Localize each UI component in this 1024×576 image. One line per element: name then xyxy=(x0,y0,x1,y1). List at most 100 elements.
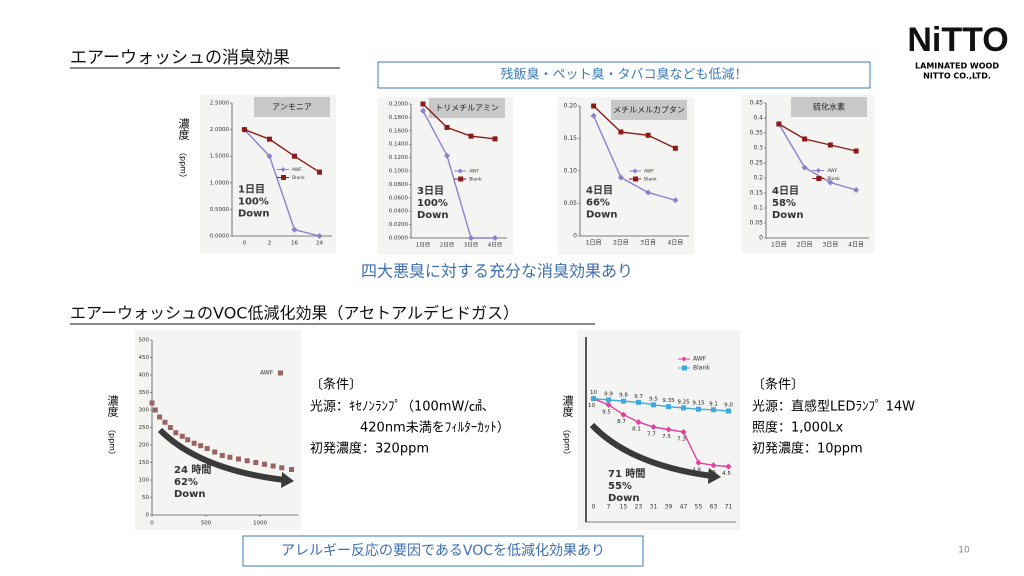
annotation: 100% xyxy=(417,198,448,209)
marker xyxy=(236,456,242,462)
y-tick-label: 50 xyxy=(142,495,149,501)
series-line xyxy=(243,129,320,237)
condition: 初発濃度：10ppm xyxy=(752,441,863,457)
series-line xyxy=(592,115,676,201)
chart-panel xyxy=(135,330,301,530)
marker xyxy=(270,463,276,469)
x-tick-label: 0 xyxy=(592,504,596,511)
marker xyxy=(725,463,732,470)
x-tick-label: 24 xyxy=(316,241,323,247)
y-tick-label: 0.20 xyxy=(564,103,578,110)
data-label: 9.1 xyxy=(709,401,718,407)
y-unit: （ppm） xyxy=(179,148,188,182)
legend-label: Blank xyxy=(827,176,840,182)
x-tick-label: 2日目 xyxy=(440,242,455,249)
chart-panel xyxy=(558,97,694,255)
annotation: Down xyxy=(608,493,640,504)
marker xyxy=(802,136,808,142)
data-label: 9.9 xyxy=(604,391,613,397)
title: エアーウォッシュのVOC低減化効果（アセトアルデヒドガス） xyxy=(70,304,519,323)
marker xyxy=(666,404,671,410)
legend-label: Blank xyxy=(644,177,657,183)
condition: 光源：ｷｾﾉﾝﾗﾝﾌﾟ（100mW/㎠、 xyxy=(310,400,495,415)
y-unit: （ppm） xyxy=(108,425,117,459)
annotation: 3日目 xyxy=(417,185,444,197)
x-tick-label: 3日目 xyxy=(464,242,479,249)
legend-label: AWF xyxy=(644,169,654,175)
y-tick-label: 0.15 xyxy=(750,190,764,197)
y-tick-label: 0.0000 xyxy=(210,234,230,240)
x-tick-label: 71 xyxy=(725,504,733,511)
marker xyxy=(681,405,686,411)
marker xyxy=(261,461,267,467)
condition: 〔条件〕 xyxy=(310,377,362,393)
legend-marker xyxy=(632,168,638,174)
condition: 420nm未満をﾌｨﾙﾀｰｶｯﾄ） xyxy=(360,421,510,436)
y-tick-label: 0.1000 xyxy=(389,169,409,175)
y-tick-label: 2.0000 xyxy=(210,127,230,133)
marker xyxy=(289,467,295,472)
marker xyxy=(645,132,651,138)
marker xyxy=(173,430,179,436)
y-tick-label: 0.3 xyxy=(753,145,763,152)
chart-title-box xyxy=(429,98,505,118)
marker xyxy=(292,153,297,159)
data-label: 10 xyxy=(588,403,595,409)
legend-marker xyxy=(681,356,687,362)
y-label: 濃度 xyxy=(106,394,119,418)
marker xyxy=(420,107,426,114)
chart-title: 硫化水素 xyxy=(813,102,845,112)
series-line xyxy=(422,103,496,140)
marker xyxy=(316,233,323,239)
annotation: 55% xyxy=(608,481,632,492)
marker xyxy=(591,103,597,109)
data-label: 9.15 xyxy=(692,401,705,407)
y-tick-label: 2.5000 xyxy=(210,101,230,107)
marker xyxy=(710,462,717,469)
data-label: 9.5 xyxy=(602,409,611,415)
legend-marker xyxy=(280,167,286,172)
legend-label: Blank xyxy=(693,365,710,372)
marker xyxy=(157,414,163,420)
annotation: Down xyxy=(417,210,449,221)
y-tick-label: 0.0200 xyxy=(389,222,409,228)
marker xyxy=(801,164,808,171)
marker xyxy=(651,402,656,408)
x-tick-label: 1日目 xyxy=(771,242,787,249)
x-tick-label: 500 xyxy=(201,521,212,527)
marker xyxy=(244,458,250,464)
data-label: 7.5 xyxy=(662,434,671,440)
legend-label: AWF xyxy=(469,169,479,175)
data-label: 9.0 xyxy=(724,403,733,409)
condition: 光源：直感型LEDﾗﾝﾌﾟ 14W xyxy=(752,399,915,415)
marker xyxy=(590,112,597,119)
series-line xyxy=(778,123,857,152)
y-tick-label: 0.0000 xyxy=(389,236,409,242)
annotation: 62% xyxy=(174,477,198,488)
condition: 照度：1,000Lx xyxy=(752,420,843,436)
marker xyxy=(179,433,185,439)
marker xyxy=(827,179,834,186)
marker xyxy=(606,397,611,403)
y-tick-label: 0.25 xyxy=(750,160,764,167)
marker xyxy=(204,446,210,451)
condition: 初発濃度：320ppm xyxy=(310,441,429,457)
marker xyxy=(279,465,285,471)
x-tick-label: 4日目 xyxy=(667,240,683,247)
x-tick-label: 0 xyxy=(150,521,154,527)
y-tick-label: 0 xyxy=(146,513,150,519)
annotation: 71 時間 xyxy=(608,467,645,480)
marker xyxy=(191,440,197,446)
banner-box xyxy=(377,61,871,89)
x-tick-label: 7 xyxy=(607,504,611,511)
data-label: 10 xyxy=(590,390,597,396)
legend-label: Blank xyxy=(292,175,305,181)
series-line xyxy=(422,110,495,239)
data-label: 8.1 xyxy=(632,427,641,433)
marker xyxy=(620,411,627,418)
chart-panel xyxy=(742,95,874,253)
marker xyxy=(291,226,298,233)
data-label: 4.8 xyxy=(692,467,701,473)
marker xyxy=(618,129,624,135)
banner: 残飯臭・ペット臭・タバコ臭なども低減！ xyxy=(500,67,747,83)
